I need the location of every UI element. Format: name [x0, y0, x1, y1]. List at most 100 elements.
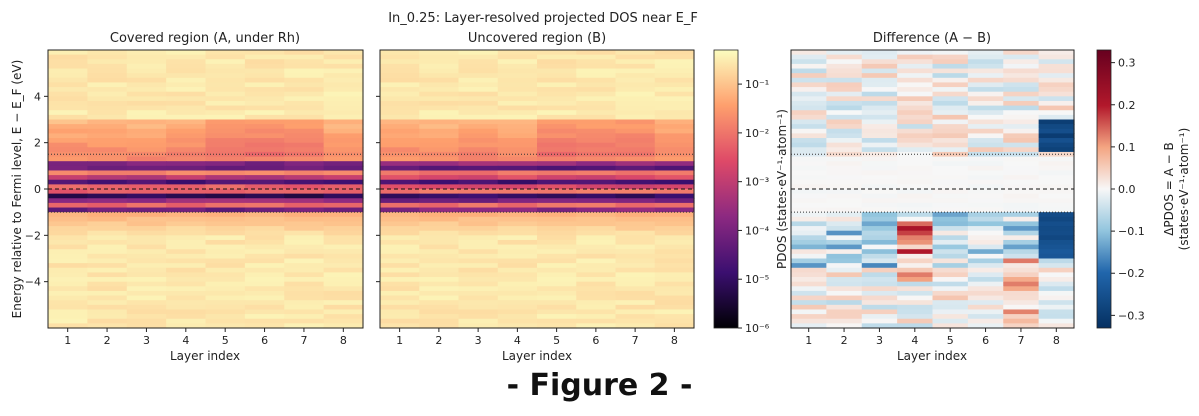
heatmap-cell [497, 281, 538, 287]
heatmap-cell [166, 128, 207, 134]
heatmap-cell [87, 258, 128, 264]
heatmap-cell [126, 156, 167, 162]
heatmap-cell [497, 105, 538, 111]
heatmap-cell [458, 323, 499, 329]
heatmap-cell [87, 309, 128, 315]
heatmap-cell [791, 161, 827, 167]
heatmap-cell [897, 258, 934, 264]
heatmap-cell [323, 267, 364, 273]
heatmap-cell [654, 138, 695, 144]
heatmap-cell [458, 189, 499, 195]
heatmap-cell [87, 124, 128, 130]
heatmap-cell [87, 91, 128, 97]
heatmap-cell [1003, 281, 1040, 287]
heatmap-cell [126, 318, 167, 324]
panel-a-heatmap [47, 49, 364, 329]
heatmap-cell [497, 207, 538, 213]
heatmap-cell [576, 235, 617, 241]
heatmap-cell [1003, 82, 1040, 88]
heatmap-cell [1003, 59, 1040, 65]
heatmap-cell [87, 138, 128, 144]
heatmap-cell [826, 91, 863, 97]
heatmap-cell [537, 82, 577, 88]
heatmap-cell [166, 77, 207, 84]
heatmap-cell [861, 258, 898, 264]
heatmap-cell [967, 96, 1004, 102]
heatmap-cell [654, 267, 695, 273]
heatmap-cell [826, 189, 863, 195]
heatmap-cell [826, 193, 863, 199]
heatmap-cell [48, 68, 88, 74]
heatmap-cell [654, 175, 695, 181]
heatmap-cell [126, 165, 167, 172]
heatmap-cell [126, 239, 167, 246]
heatmap-cell [284, 105, 325, 111]
heatmap-cell [380, 286, 420, 292]
heatmap-cell [576, 50, 617, 56]
heatmap-cell [654, 300, 695, 306]
heatmap-cell [497, 253, 538, 260]
figure-caption: - Figure 2 - [506, 368, 693, 403]
heatmap-cell [497, 239, 538, 246]
heatmap-cell [284, 272, 325, 278]
heatmap-cell [497, 96, 538, 102]
heatmap-cell [576, 170, 617, 176]
heatmap-cell [576, 239, 617, 246]
heatmap-cell [419, 309, 460, 315]
heatmap-cell [967, 147, 1004, 153]
heatmap-cell [791, 230, 827, 236]
heatmap-cell [537, 272, 577, 278]
heatmap-cell [1003, 63, 1040, 70]
heatmap-cell [48, 100, 88, 107]
heatmap-cell [791, 105, 827, 111]
heatmap-cell [897, 63, 934, 70]
heatmap-cell [87, 226, 128, 232]
heatmap-cell [967, 77, 1004, 84]
heatmap-cell [967, 59, 1004, 65]
heatmap-cell [654, 87, 695, 93]
heatmap-cell [967, 198, 1004, 204]
heatmap-cell [861, 50, 898, 56]
heatmap-cell [244, 304, 285, 311]
heatmap-cell [576, 68, 617, 74]
heatmap-cell [323, 110, 364, 116]
heatmap-cell [166, 147, 207, 153]
heatmap-cell [126, 105, 167, 111]
heatmap-cell [166, 156, 207, 162]
heatmap-cell [497, 165, 538, 172]
heatmap-cell [48, 128, 88, 134]
heatmap-cell [497, 323, 538, 329]
heatmap-cell [380, 77, 420, 84]
heatmap-cell [537, 304, 577, 311]
heatmap-cell [458, 54, 499, 60]
heatmap-cell [419, 110, 460, 116]
heatmap-cell [576, 54, 617, 60]
x-tick-label: 4 [514, 334, 521, 347]
heatmap-cell [791, 295, 827, 301]
heatmap-cell [791, 216, 827, 223]
heatmap-cell [654, 258, 695, 264]
heatmap-cell [419, 263, 460, 269]
heatmap-cell [166, 230, 207, 236]
heatmap-cell [126, 314, 167, 320]
heatmap-cell [205, 63, 246, 70]
diff-colorbar-tick-label: 0.1 [1118, 141, 1136, 154]
heatmap-cell [284, 230, 325, 236]
heatmap-cell [244, 189, 285, 195]
heatmap-cell [87, 151, 128, 158]
heatmap-cell [897, 253, 934, 260]
heatmap-cell [576, 216, 617, 223]
heatmap-cell [284, 244, 325, 250]
heatmap-cell [932, 165, 969, 172]
heatmap-cell [419, 258, 460, 264]
heatmap-cell [284, 286, 325, 292]
heatmap-cell [932, 295, 969, 301]
heatmap-cell [166, 281, 207, 287]
heatmap-cell [87, 179, 128, 185]
heatmap-cell [48, 258, 88, 264]
heatmap-cell [1038, 128, 1075, 134]
heatmap-cell [244, 323, 285, 329]
heatmap-cell [791, 244, 827, 250]
